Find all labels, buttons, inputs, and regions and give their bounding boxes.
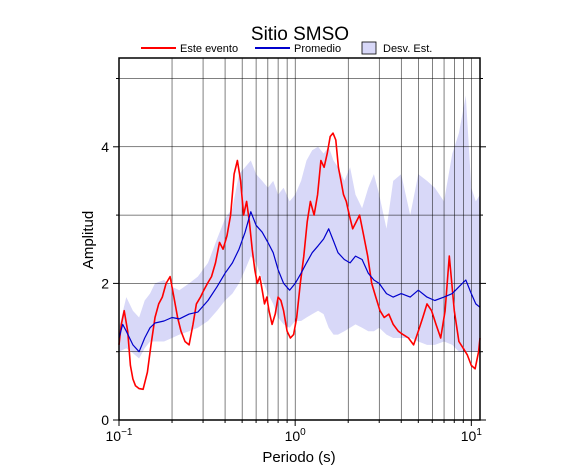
x-tick-label: 101 [461,427,483,444]
x-tick-label-base: 10 [285,428,301,444]
std-dev-band [119,95,480,359]
y-tick-label: 4 [101,139,109,155]
y-tick-label: 2 [101,275,109,291]
x-tick-label: 100 [285,427,307,444]
series-line-promedio [118,211,481,353]
legend-swatch-desv-est [361,41,377,55]
legend-label-este-evento: Este evento [180,43,238,55]
series-line-este-evento [118,132,481,391]
x-tick-label-exponent: 0 [300,427,306,438]
plot-frame [118,57,481,421]
x-tick-label-exponent: −1 [121,427,133,438]
x-axis-label: Periodo (s) [262,449,335,466]
legend-label-promedio: Promedio [294,43,341,55]
legend-label-desv-est: Desv. Est. [383,43,432,55]
chart-title: Sitio SMSO [251,24,349,45]
legend: Este evento Promedio Desv. Est. [141,41,432,55]
x-tick-label: 10−1 [106,427,133,444]
y-tick-label: 0 [101,412,109,428]
x-tick-label-base: 10 [461,428,477,444]
x-tick-label-exponent: 1 [476,427,482,438]
x-tick-label-base: 10 [106,428,122,444]
y-axis-label: Amplitud [80,211,97,269]
